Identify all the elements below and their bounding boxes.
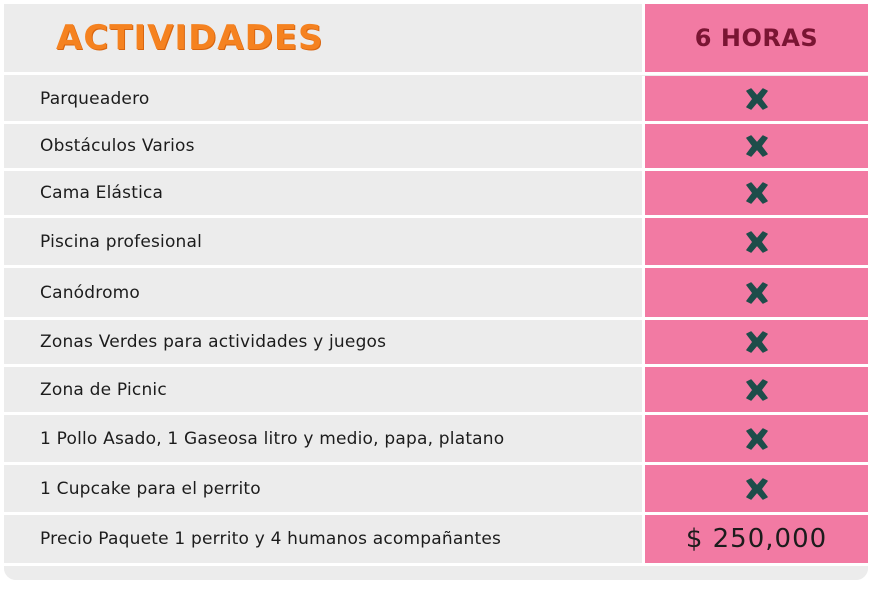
activity-label: Obstáculos Varios [4,124,641,168]
table-row: Cama Elástica [4,171,868,218]
table-header-row: ACTIVIDADES 6 HORAS [4,4,868,75]
activity-label: Zonas Verdes para actividades y juegos [4,320,641,364]
price-row: Precio Paquete 1 perrito y 4 humanos aco… [4,515,868,566]
table-row: 1 Pollo Asado, 1 Gaseosa litro y medio, … [4,415,868,465]
table-row: Zonas Verdes para actividades y juegos [4,320,868,367]
activities-title: ACTIVIDADES [4,4,641,72]
activity-label: Cama Elástica [4,171,641,215]
table-row: Canódromo [4,268,868,320]
x-icon [744,230,770,254]
table-row: 1 Cupcake para el perrito [4,465,868,515]
x-icon [744,134,770,158]
x-icon [744,181,770,205]
price-label: Precio Paquete 1 perrito y 4 humanos aco… [4,515,641,563]
activity-label: 1 Pollo Asado, 1 Gaseosa litro y medio, … [4,415,641,462]
activity-label: Canódromo [4,268,641,317]
x-icon [744,427,770,451]
price-value: $ 250,000 [685,524,828,554]
x-icon [744,378,770,402]
table-row: Obstáculos Varios [4,124,868,171]
duration-column-header: 6 HORAS [642,4,868,72]
table-row: Parqueadero [4,76,868,124]
activity-label: Zona de Picnic [4,367,641,412]
table-footer [4,566,868,580]
activity-label: 1 Cupcake para el perrito [4,465,641,512]
x-icon [744,87,770,111]
table-row: Zona de Picnic [4,367,868,415]
activity-label: Piscina profesional [4,218,641,265]
activity-label: Parqueadero [4,76,641,121]
x-icon [744,330,770,354]
pricing-table: ACTIVIDADES 6 HORAS Parqueadero Obstácul… [4,4,868,580]
x-icon [744,477,770,501]
x-icon [744,281,770,305]
table-row: Piscina profesional [4,218,868,268]
